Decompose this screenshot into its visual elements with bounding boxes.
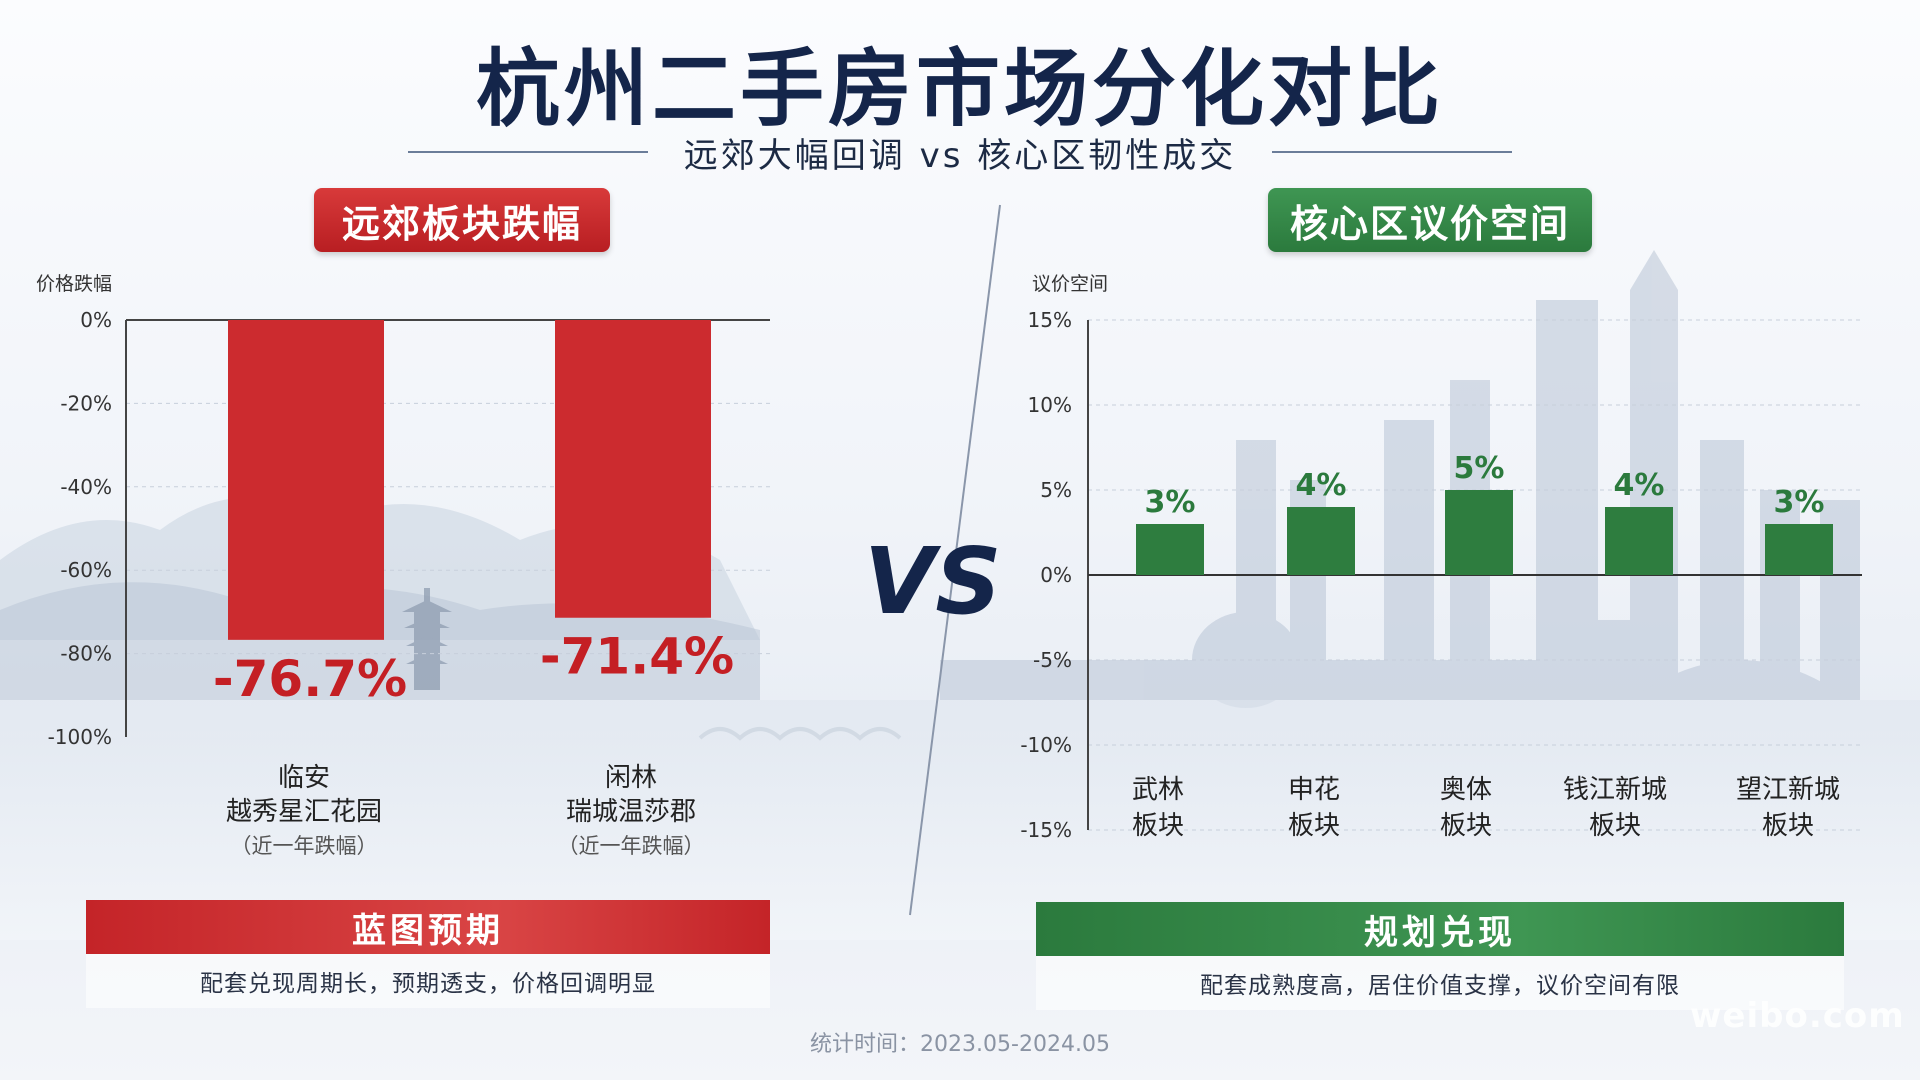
x-tick-label: 临安 <box>278 763 330 793</box>
right-chart-title-badge: 核心区议价空间 <box>1268 188 1592 252</box>
x-tick-sublabel: 瑞城温莎郡 <box>566 797 696 827</box>
bar <box>1605 507 1673 575</box>
x-tick-sublabel: 板块 <box>1132 811 1184 841</box>
x-tick-sublabel: 越秀星汇花园 <box>226 797 382 827</box>
data-label: -71.4% <box>540 628 734 686</box>
y-tick-label: 10% <box>1028 393 1072 417</box>
pagoda-icon <box>402 588 452 690</box>
y-tick-label: -10% <box>1020 733 1072 757</box>
bar <box>228 320 384 640</box>
x-tick-label: 钱江新城 <box>1563 775 1667 805</box>
statistics-period-note: 统计时间：2023.05-2024.05 <box>810 1032 1110 1057</box>
right-footer-desc: 配套成熟度高，居住价值支撑，议价空间有限 <box>1036 956 1844 1010</box>
y-tick-label: -60% <box>60 558 112 582</box>
y-tick-label: -5% <box>1033 648 1072 672</box>
x-tick-note: （近一年跌幅） <box>231 834 378 858</box>
subtitle-row: 远郊大幅回调 vs 核心区韧性成交 <box>0 128 1920 176</box>
x-tick-sublabel: 板块 <box>1288 811 1340 841</box>
page-title: 杭州二手房市场分化对比 <box>475 40 1444 138</box>
x-tick-sublabel: 板块 <box>1440 811 1492 841</box>
bar <box>1445 490 1513 575</box>
left-footer-desc: 配套兑现周期长，预期透支，价格回调明显 <box>86 954 770 1008</box>
x-tick-sublabel: 板块 <box>1589 811 1641 841</box>
y-tick-label: 0% <box>1040 563 1072 587</box>
vs-label: VS <box>864 528 1002 635</box>
y-tick-label: -15% <box>1020 818 1072 842</box>
y-axis-label: 议价空间 <box>1032 273 1108 295</box>
right-footer-heading: 规划兑现 <box>1036 902 1844 956</box>
data-label: 3% <box>1145 485 1196 520</box>
y-tick-label: 0% <box>80 308 112 332</box>
data-label: 4% <box>1296 468 1347 503</box>
left-footer-heading: 蓝图预期 <box>86 900 770 954</box>
subtitle-line-left <box>407 151 648 153</box>
bar <box>1287 507 1355 575</box>
y-tick-label: -20% <box>60 391 112 415</box>
x-tick-label: 奥体 <box>1440 775 1492 805</box>
data-label: 3% <box>1774 485 1825 520</box>
y-axis-label: 价格跌幅 <box>36 273 112 295</box>
y-tick-label: -100% <box>48 725 112 749</box>
data-label: 4% <box>1614 468 1665 503</box>
x-tick-label: 闲林 <box>605 763 657 793</box>
y-tick-label: 5% <box>1040 478 1072 502</box>
bar <box>1765 524 1833 575</box>
data-label: 5% <box>1454 451 1505 486</box>
subtitle: 远郊大幅回调 vs 核心区韧性成交 <box>683 135 1237 176</box>
bar <box>1136 524 1204 575</box>
x-tick-note: （近一年跌幅） <box>558 834 705 858</box>
x-tick-label: 武林 <box>1132 775 1184 805</box>
left-chart-title-badge: 远郊板块跌幅 <box>314 188 610 252</box>
data-label: -76.7% <box>213 650 407 708</box>
x-tick-label: 望江新城 <box>1736 775 1840 805</box>
y-tick-label: -80% <box>60 642 112 666</box>
y-tick-label: 15% <box>1028 308 1072 332</box>
x-tick-sublabel: 板块 <box>1762 811 1814 841</box>
subtitle-line-right <box>1272 151 1513 153</box>
watermark: weibo.com <box>1690 996 1905 1036</box>
bar <box>555 320 711 618</box>
y-tick-label: -40% <box>60 475 112 499</box>
x-tick-label: 申花 <box>1288 775 1340 805</box>
